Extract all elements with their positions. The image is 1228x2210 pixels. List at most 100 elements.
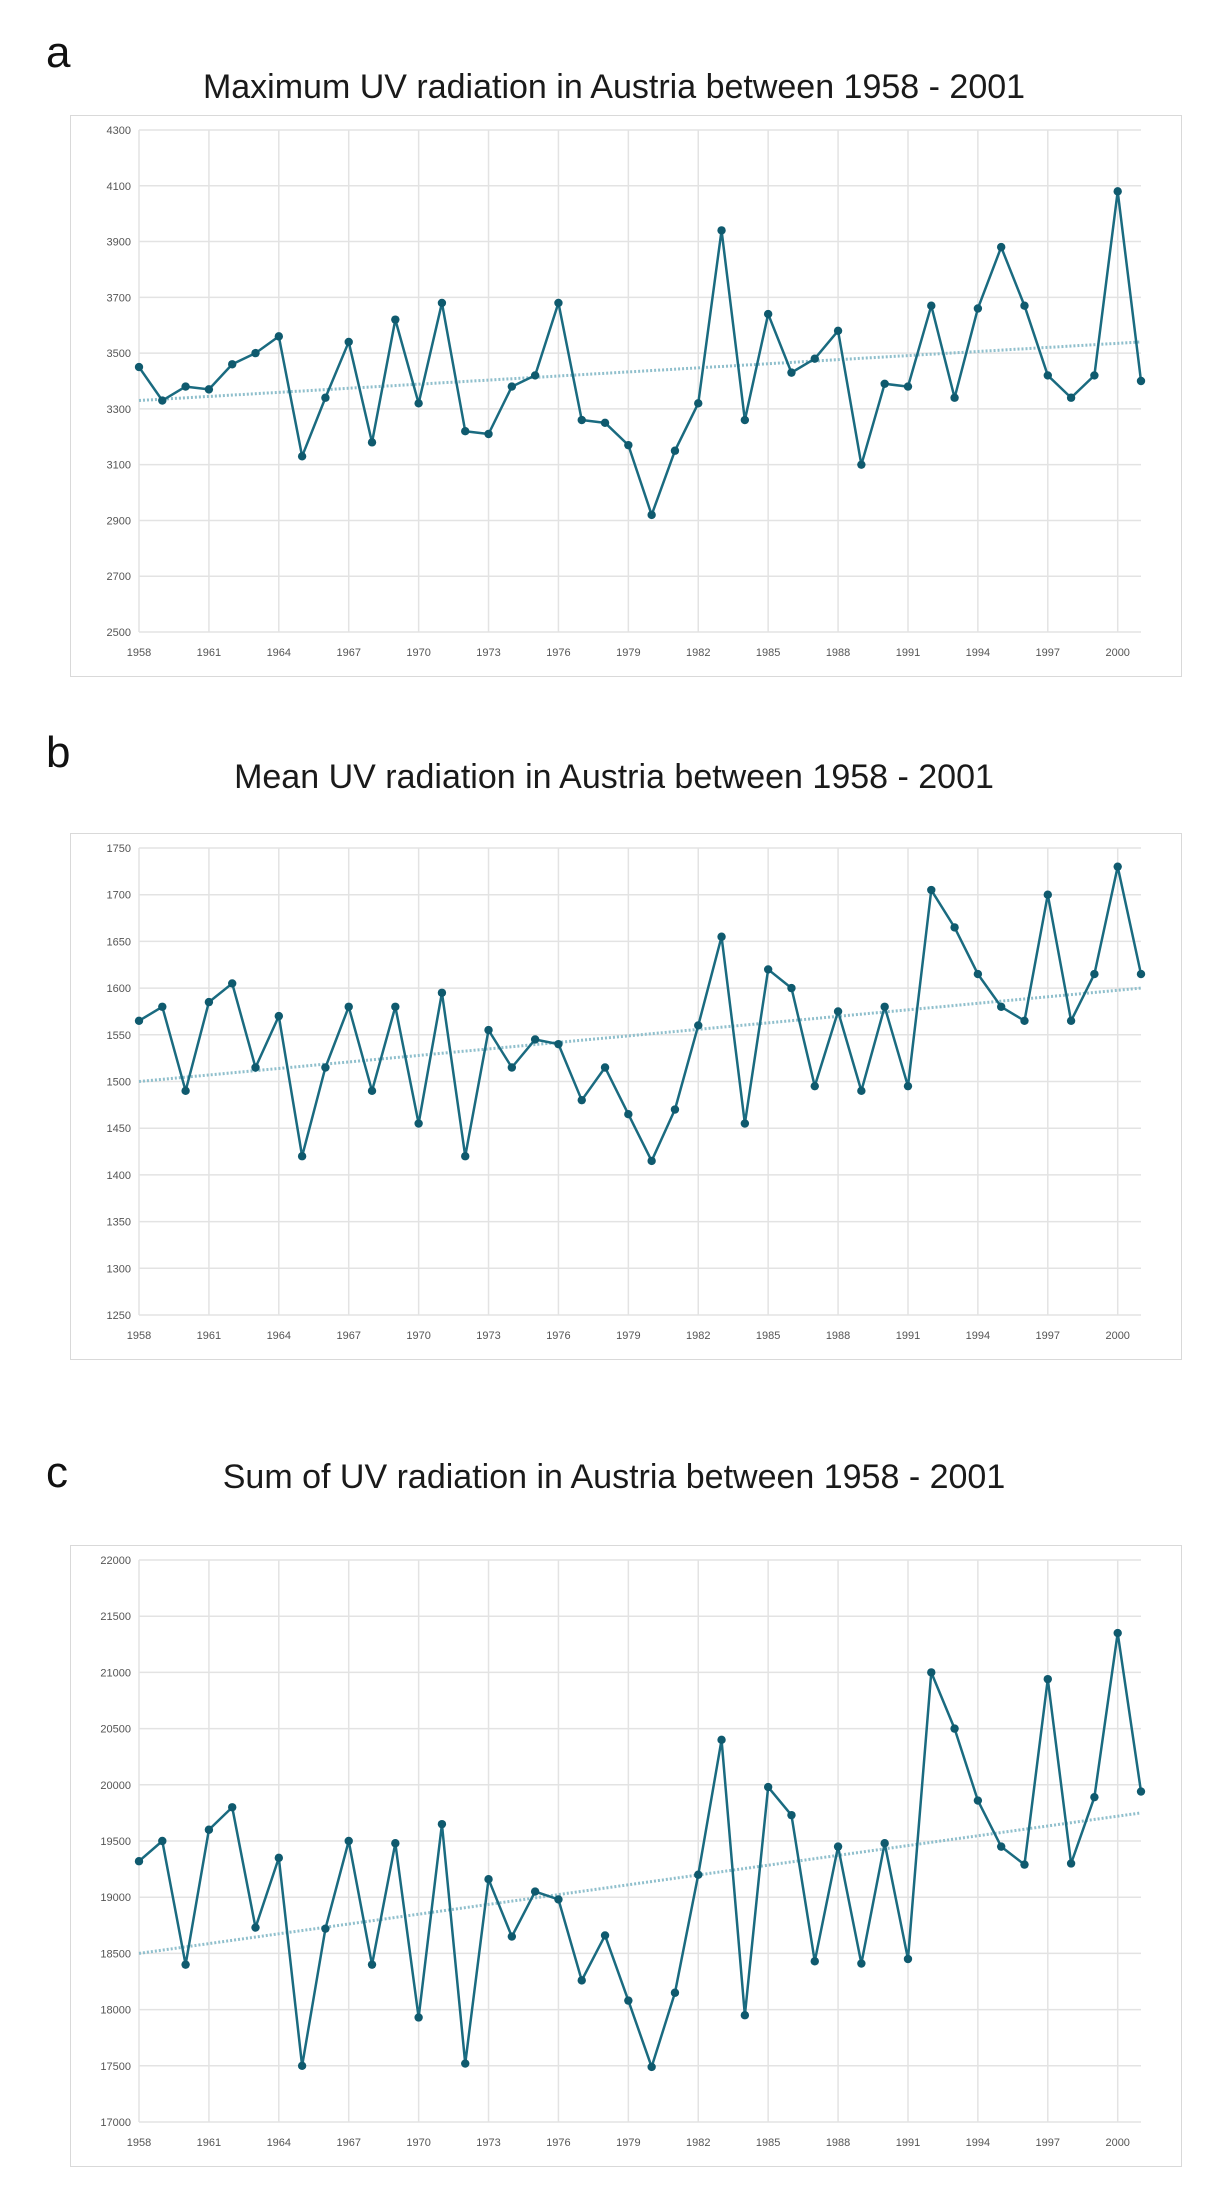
data-point: [204, 385, 214, 394]
data-point: [833, 1842, 843, 1851]
y-tick-label: 3500: [107, 348, 131, 360]
data-point: [833, 326, 843, 335]
data-point: [1066, 1859, 1076, 1868]
y-tick-label: 17000: [100, 2117, 131, 2129]
y-tick-label: 1450: [107, 1123, 131, 1135]
y-tick-label: 21000: [100, 1667, 131, 1679]
x-tick-label: 1958: [127, 2137, 151, 2149]
data-point: [1043, 1674, 1052, 1684]
data-point: [228, 1803, 237, 1812]
data-point: [1043, 890, 1052, 899]
x-tick-label: 1973: [476, 647, 500, 659]
y-tick-label: 3100: [107, 460, 131, 472]
data-point: [927, 1668, 936, 1677]
data-point: [763, 965, 773, 974]
y-tick-label: 2500: [107, 627, 131, 639]
data-point: [1066, 1016, 1076, 1025]
x-tick-label: 2000: [1105, 647, 1129, 659]
data-point: [251, 1923, 260, 1932]
x-tick-label: 1979: [616, 647, 640, 659]
data-point: [903, 1954, 913, 1964]
x-tick-label: 1985: [756, 647, 780, 659]
x-tick-label: 1970: [406, 2137, 430, 2149]
trend-line: [138, 1811, 1142, 1955]
data-point: [694, 1021, 703, 1030]
data-point: [274, 1853, 284, 1863]
data-point: [1020, 1016, 1029, 1025]
data-point: [670, 446, 680, 455]
x-tick-label: 1985: [756, 2137, 780, 2149]
data-point: [414, 2013, 423, 2022]
data-point: [600, 418, 610, 428]
data-point: [1020, 1860, 1029, 1869]
data-point: [857, 460, 866, 469]
data-point: [996, 242, 1006, 252]
data-point: [437, 1819, 447, 1829]
data-point: [461, 2059, 470, 2068]
chart-frame: 1250 1300 1350 1400 1450 1500 1550 1600 1650 1700…: [70, 833, 1182, 1360]
data-point: [950, 923, 959, 932]
data-point: [297, 2061, 307, 2070]
y-tick-label: 1650: [107, 936, 131, 948]
y-tick-label: 1300: [107, 1263, 131, 1275]
x-tick-label: 1997: [1036, 647, 1060, 659]
y-tick-label: 1250: [107, 1310, 131, 1322]
data-point: [670, 1988, 680, 1997]
y-tick-label: 20000: [100, 1780, 131, 1792]
data-point: [787, 1810, 796, 1820]
data-point: [204, 1825, 214, 1834]
data-point: [181, 382, 190, 391]
x-tick-label: 1970: [406, 647, 430, 659]
data-point: [554, 298, 563, 308]
data-point: [973, 304, 983, 313]
y-tick-label: 17500: [100, 2061, 131, 2073]
series-line: [137, 190, 1143, 517]
data-point: [1043, 371, 1052, 380]
y-tick-label: 2900: [107, 515, 131, 527]
y-tick-label: 1700: [107, 890, 131, 902]
x-tick-label: 1958: [127, 647, 151, 659]
x-tick-label: 1988: [826, 647, 850, 659]
data-point: [717, 1735, 726, 1745]
data-point: [717, 226, 726, 235]
x-tick-label: 1994: [966, 1330, 990, 1342]
data-point: [670, 1105, 680, 1114]
data-point: [1090, 969, 1099, 979]
x-tick-label: 1976: [546, 647, 570, 659]
x-tick-label: 1967: [336, 2137, 360, 2149]
data-point: [996, 1842, 1006, 1851]
data-point: [391, 1839, 400, 1848]
x-tick-label: 1976: [546, 1330, 570, 1342]
data-point: [763, 1782, 773, 1792]
data-point: [880, 1839, 889, 1848]
data-point: [134, 1857, 144, 1866]
data-point: [554, 1895, 563, 1904]
y-tick-label: 3300: [107, 404, 131, 416]
panel-label: a: [46, 28, 71, 77]
y-tick-label: 3700: [107, 292, 131, 304]
data-point: [903, 382, 913, 391]
data-point: [391, 315, 400, 324]
y-tick-label: 3900: [107, 237, 131, 249]
data-point: [1113, 1628, 1122, 1638]
data-point: [880, 1002, 889, 1011]
line-chart-sum: 17000 17500 18000 18500 19000 19500 20000 20500…: [100, 1555, 1146, 2149]
y-tick-label: 1750: [107, 843, 131, 855]
data-point: [927, 301, 936, 310]
data-point: [321, 393, 330, 402]
data-point: [927, 885, 936, 895]
y-tick-label: 2700: [107, 571, 131, 583]
line-chart-max: 2500 2700 2900 3100 3300 3500 3700 3900 4100 4300…: [107, 125, 1146, 659]
data-point: [321, 1924, 330, 1933]
chart-title: Maximum UV radiation in Austria between …: [202, 68, 1026, 106]
data-point: [1090, 371, 1099, 380]
x-tick-label: 1994: [966, 2137, 990, 2149]
data-point: [996, 1002, 1006, 1011]
chart-panel-c: c Sum of UV radiation in Austria between…: [0, 1400, 1228, 2200]
data-point: [647, 510, 656, 520]
data-point: [344, 337, 353, 347]
data-point: [530, 1035, 540, 1044]
data-point: [810, 354, 819, 363]
data-point: [321, 1063, 330, 1072]
data-point: [624, 440, 633, 450]
